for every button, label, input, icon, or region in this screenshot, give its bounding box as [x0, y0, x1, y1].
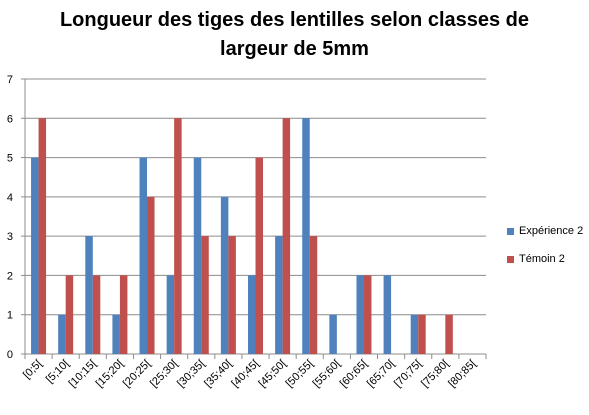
bar-series-1-12 — [329, 314, 337, 354]
bar-series-2-16 — [445, 314, 453, 354]
bar-series-2-4 — [119, 275, 128, 354]
bar-series-2-9 — [255, 157, 263, 354]
bar-series-2-1 — [38, 118, 47, 355]
legend-swatch-series-2 — [507, 255, 514, 263]
x-tick-label-13: [60;65[ — [338, 358, 370, 390]
bar-series-1-13 — [356, 275, 364, 354]
x-tick-label-17: [80;85[ — [446, 358, 478, 390]
x-tick-label-6: [25;30[ — [148, 358, 180, 390]
x-tick-label-8: [35;40[ — [202, 358, 234, 390]
x-tick-label-10: [45;50[ — [256, 358, 288, 390]
bar-series-1-11 — [302, 118, 310, 355]
x-tick-label-14: [65;70[ — [365, 358, 397, 390]
y-tick-label-5: 5 — [7, 153, 13, 165]
x-tick-label-5: [20;25[ — [121, 358, 153, 390]
bar-series-2-6 — [174, 118, 182, 355]
bar-series-1-6 — [166, 275, 175, 354]
bar-series-2-3 — [92, 275, 101, 354]
bar-series-1-4 — [112, 314, 120, 354]
x-tick-label-7: [30;35[ — [175, 358, 207, 390]
x-tick-label-11: [50;55[ — [284, 358, 316, 390]
bar-series-2-7 — [201, 236, 209, 354]
y-tick-label-2: 2 — [7, 270, 13, 282]
x-tick-label-15: [70;75[ — [392, 358, 424, 390]
y-tick-label-3: 3 — [7, 231, 13, 243]
y-tick-label-6: 6 — [7, 113, 13, 125]
legend-label-series-2: Témoin 2 — [519, 253, 565, 265]
bar-series-1-8 — [220, 196, 229, 354]
y-tick-label-0: 0 — [7, 349, 13, 361]
bar-series-2-10 — [282, 118, 291, 355]
bar-series-2-8 — [228, 236, 236, 354]
bar-series-1-9 — [248, 275, 256, 354]
x-tick-label-4: [15;20[ — [94, 358, 126, 390]
bar-series-1-7 — [193, 157, 202, 354]
bar-series-1-3 — [85, 236, 93, 354]
bar-series-2-15 — [418, 314, 426, 354]
bar-series-1-14 — [383, 275, 392, 354]
bar-series-1-15 — [410, 314, 419, 354]
y-tick-label-1: 1 — [7, 310, 13, 322]
x-tick-label-12: [55;60[ — [311, 358, 343, 390]
chart-legend: Expérience 2 Témoin 2 — [507, 224, 583, 280]
x-tick-label-9: [40;45[ — [229, 358, 261, 390]
bar-series-2-2 — [65, 275, 74, 354]
legend-swatch-series-1 — [507, 227, 514, 235]
chart-title-line-1: Longueur des tiges des lentilles selon c… — [59, 9, 530, 31]
bar-series-1-5 — [139, 157, 148, 354]
bar-series-1-10 — [275, 236, 283, 354]
chart-title-line-2: largeur de 5mm — [220, 38, 369, 60]
bar-series-2-5 — [147, 196, 155, 354]
y-tick-label-7: 7 — [7, 74, 13, 86]
bar-series-1-1 — [31, 157, 39, 354]
bar-series-1-2 — [58, 314, 66, 354]
chart-title: Longueur des tiges des lentilles selon c… — [0, 6, 589, 64]
legend-label-series-1: Expérience 2 — [519, 225, 584, 237]
x-tick-label-3: [10;15[ — [67, 358, 99, 390]
bar-series-2-13 — [363, 275, 372, 354]
legend-item-series-1: Expérience 2 — [507, 224, 583, 238]
y-tick-label-4: 4 — [7, 192, 13, 204]
x-tick-label-16: [75;80[ — [419, 358, 451, 390]
legend-item-series-2: Témoin 2 — [507, 252, 583, 266]
x-tick-label-1: [0;5[ — [21, 358, 45, 382]
bar-series-2-11 — [309, 236, 318, 354]
